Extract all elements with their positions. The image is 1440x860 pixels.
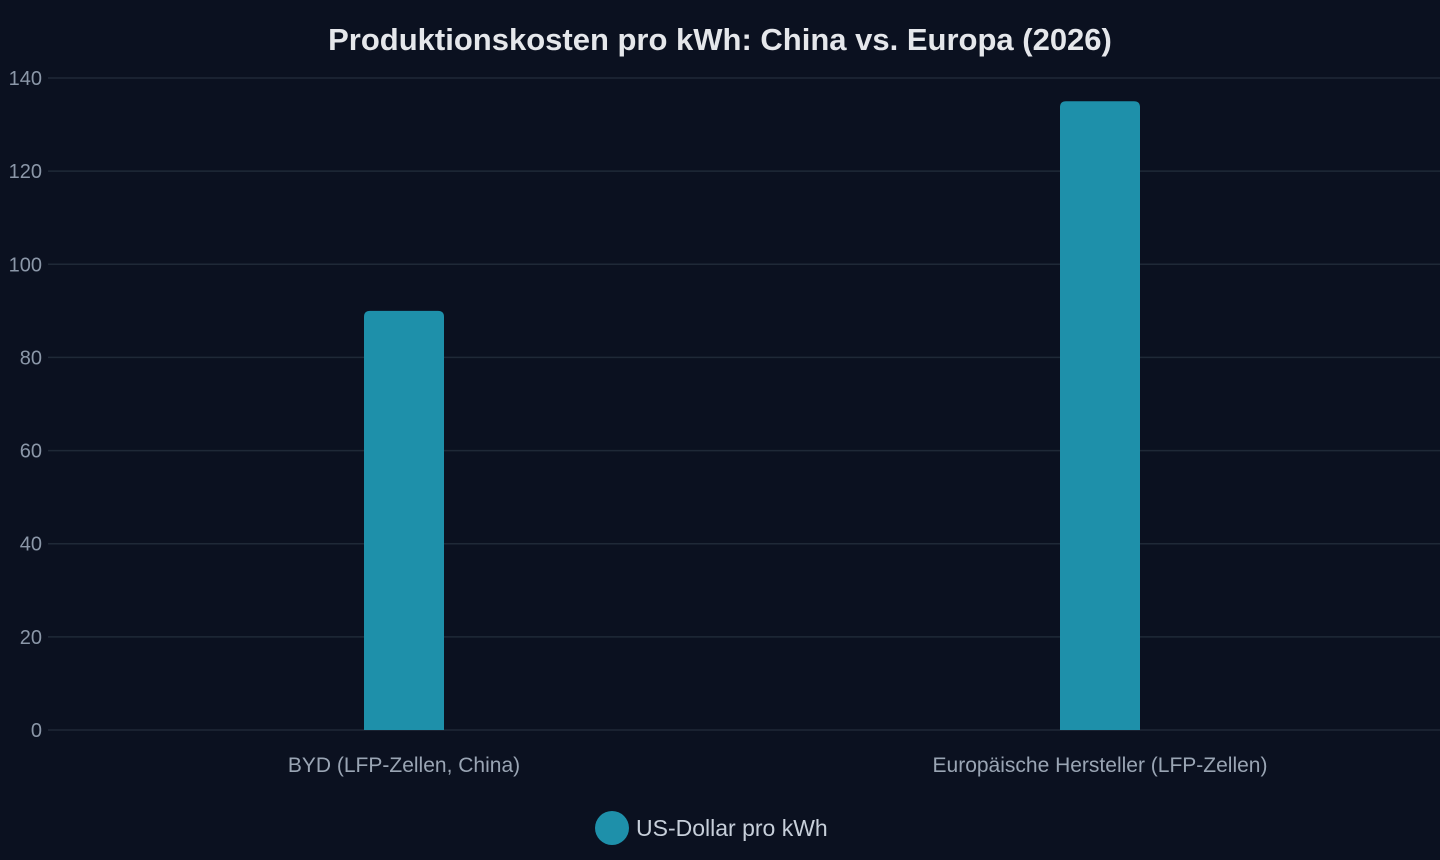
y-tick-label: 100: [9, 254, 42, 276]
chart-title: Produktionskosten pro kWh: China vs. Eur…: [328, 22, 1112, 57]
legend[interactable]: US-Dollar pro kWh: [595, 811, 828, 845]
y-axis-ticks: 0 20 40 60 80 100 120 140: [9, 68, 42, 742]
grid-lines: [48, 77, 1440, 731]
x-category-label: Europäische Hersteller (LFP-Zellen): [933, 754, 1268, 777]
y-tick-label: 80: [20, 347, 42, 369]
x-category-label: BYD (LFP-Zellen, China): [288, 754, 520, 777]
y-tick-label: 140: [9, 68, 42, 90]
y-tick-label: 40: [20, 534, 42, 556]
bar[interactable]: [364, 310, 444, 730]
legend-label[interactable]: US-Dollar pro kWh: [636, 815, 828, 841]
bar[interactable]: [1060, 101, 1140, 731]
y-tick-label: 60: [20, 441, 42, 463]
y-tick-label: 0: [31, 720, 42, 742]
legend-swatch[interactable]: [595, 811, 629, 845]
y-tick-label: 120: [9, 161, 42, 183]
bars: [364, 101, 1140, 731]
x-axis-categories: BYD (LFP-Zellen, China) Europäische Herst…: [288, 754, 1268, 777]
y-tick-label: 20: [20, 627, 42, 649]
